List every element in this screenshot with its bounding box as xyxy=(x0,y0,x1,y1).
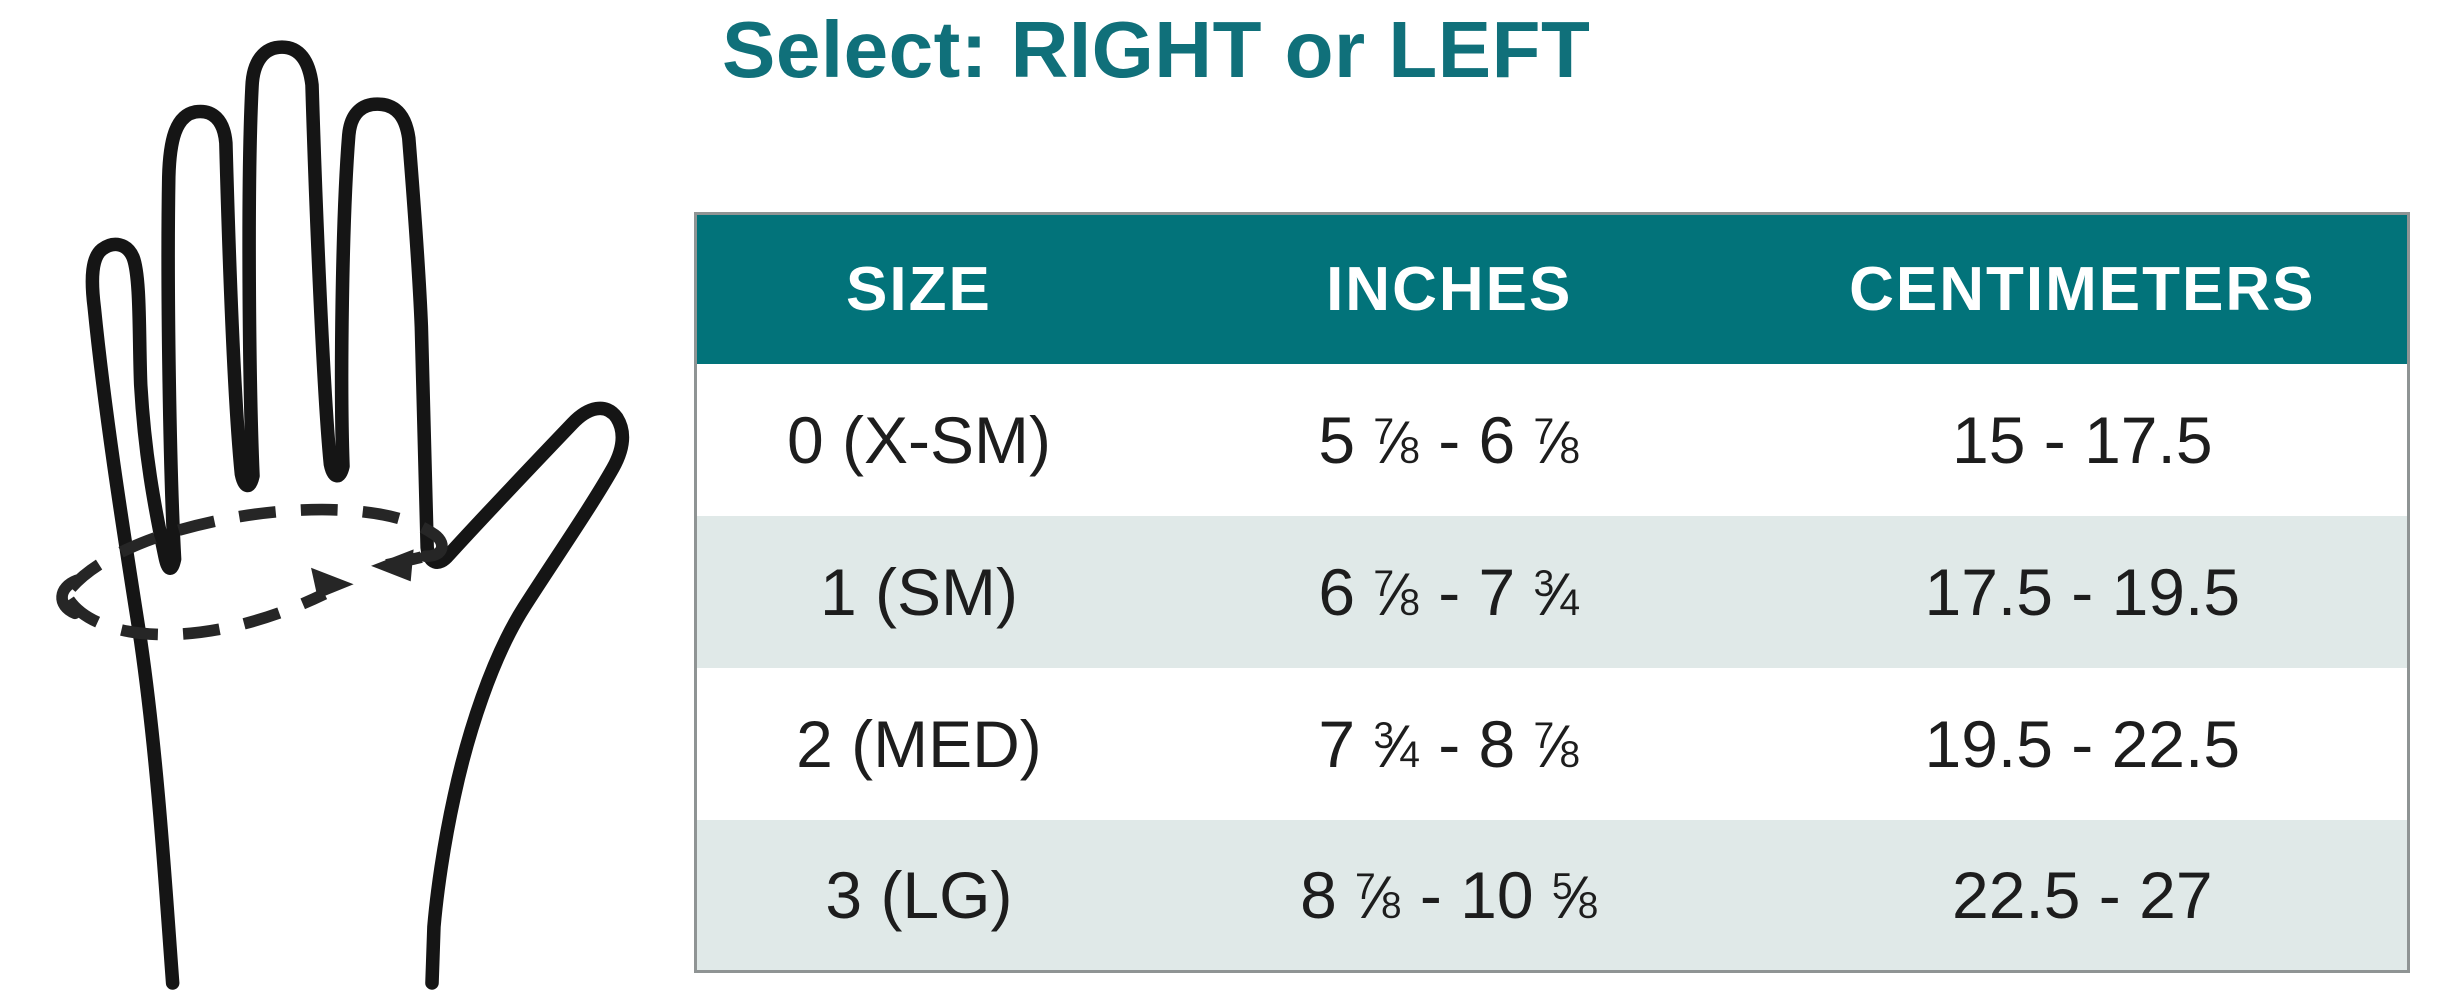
inches-cell: 7 3⁄4 - 8 7⁄8 xyxy=(1318,706,1580,781)
loop-left-curl xyxy=(56,574,83,620)
inches-cell: 5 7⁄8 - 6 7⁄8 xyxy=(1318,402,1580,477)
size-cell: 2 (MED) xyxy=(796,706,1042,781)
column-header-inches: INCHES xyxy=(1326,254,1573,324)
table-row-xsm: 0 (X-SM) 5 7⁄8 - 6 7⁄8 15 - 17.5 xyxy=(696,364,2409,516)
centimeters-cell: 19.5 - 22.5 xyxy=(1924,706,2241,781)
measurement-loop-lower xyxy=(64,588,328,641)
centimeters-cell: 17.5 - 19.5 xyxy=(1924,554,2241,629)
hand-measurement-figure xyxy=(42,6,642,996)
table-row-lg: 3 (LG) 8 7⁄8 - 10 5⁄8 22.5 - 27 xyxy=(695,819,2409,972)
inches-cell: 8 7⁄8 - 10 5⁄8 xyxy=(1300,857,1599,932)
measurement-loop-upper xyxy=(66,503,436,592)
size-chart-table: SIZE INCHES CENTIMETERS 0 (X-SM) 5 7⁄8 -… xyxy=(694,212,2410,973)
hand-outline-icon xyxy=(56,40,630,990)
table-row-sm: 1 (SM) 6 7⁄8 - 7 3⁄4 17.5 - 19.5 xyxy=(695,515,2409,668)
table-row-med: 2 (MED) 7 3⁄4 - 8 7⁄8 19.5 - 22.5 xyxy=(696,668,2409,820)
size-cell: 0 (X-SM) xyxy=(786,402,1051,477)
inches-cell: 6 7⁄8 - 7 3⁄4 xyxy=(1318,554,1580,629)
size-cell: 3 (LG) xyxy=(825,857,1013,932)
loop-right-curl xyxy=(419,527,448,562)
size-cell: 1 (SM) xyxy=(819,554,1018,629)
arrow-right-icon xyxy=(311,567,354,599)
column-header-size: SIZE xyxy=(846,254,992,324)
centimeters-cell: 22.5 - 27 xyxy=(1952,857,2213,932)
arrow-left-icon xyxy=(371,549,414,582)
centimeters-cell: 15 - 17.5 xyxy=(1952,402,2213,477)
column-header-centimeters: CENTIMETERS xyxy=(1849,254,2316,324)
page-title: Select: RIGHT or LEFT xyxy=(722,5,1591,94)
header-row: SIZE INCHES CENTIMETERS xyxy=(695,213,2409,364)
